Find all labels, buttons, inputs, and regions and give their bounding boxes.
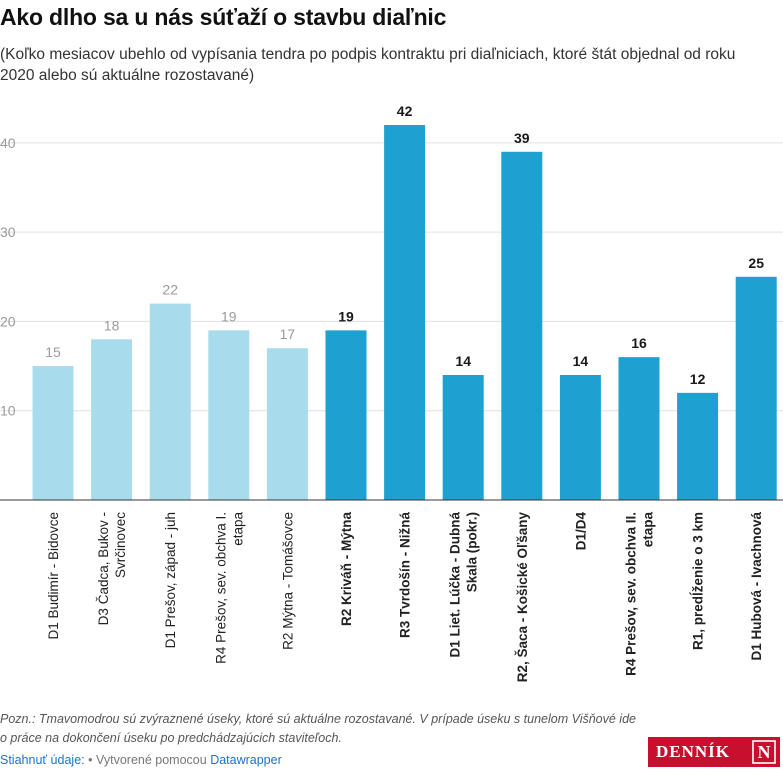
created-with-text: Vytvorené pomocou xyxy=(95,753,207,767)
y-tick-label: 30 xyxy=(0,224,16,240)
x-tick-label-line: R2 Mýtna - Tomášovce xyxy=(280,512,295,650)
bar xyxy=(735,276,777,500)
x-tick-label-line: etapa xyxy=(230,512,245,546)
value-label: 25 xyxy=(748,255,764,271)
x-tick-label-line: D3 Čadca, Bukov - xyxy=(96,512,111,625)
y-axis-ticks: 10 20 30 40 xyxy=(0,135,16,419)
x-tick-label-line: D1 Liet. Lúčka - Dubná xyxy=(448,512,463,658)
value-label: 16 xyxy=(631,335,647,351)
bar xyxy=(32,366,74,500)
x-tick-label: D1 Hubová - Ivachnová xyxy=(749,512,764,661)
value-labels: 15 18 22 19 17 19 42 14 39 14 16 12 25 xyxy=(45,103,764,387)
bar xyxy=(266,348,308,500)
x-tick-label-line: etapa xyxy=(641,512,656,548)
x-tick-label-line: D1 Prešov, západ - juh xyxy=(163,512,178,648)
bar xyxy=(501,151,543,501)
x-tick-label: R2 Mýtna - Tomášovce xyxy=(280,512,295,650)
x-tick-label-line: R4 Prešov, sev. obchva I. xyxy=(213,512,228,664)
x-tick-label-line: R1, predĺženie o 3 km xyxy=(691,512,706,650)
x-axis-labels: D1 Budimír - Bidovce D3 Čadca, Bukov - Svr… xyxy=(46,512,764,683)
x-tick-label: R2, Šaca - Košické Oľšany xyxy=(515,512,530,683)
logo-n-icon: N xyxy=(752,740,776,764)
footer-separator: • xyxy=(88,753,93,767)
x-tick-label-line: R2 Kriváň - Mýtna xyxy=(339,512,354,627)
x-tick-label: R1, predĺženie o 3 km xyxy=(691,512,706,650)
value-label: 15 xyxy=(45,344,61,360)
value-label: 18 xyxy=(104,317,120,333)
value-label: 17 xyxy=(280,326,296,342)
value-label: 14 xyxy=(455,353,471,369)
bar-chart: 10 20 30 40 15 18 22 19 17 19 42 14 39 14 16 12 25 D1 B… xyxy=(0,103,783,683)
bar xyxy=(442,375,484,500)
y-tick-label: 20 xyxy=(0,313,16,329)
value-label: 12 xyxy=(690,371,706,387)
value-label: 42 xyxy=(397,103,413,119)
chart-title: Ako dlho sa u nás súťaží o stavbu diaľni… xyxy=(0,4,447,30)
x-tick-label: D3 Čadca, Bukov - Svrčinovec xyxy=(96,512,128,626)
logo-text: DENNÍK xyxy=(656,742,731,761)
datawrapper-link[interactable]: Datawrapper xyxy=(210,753,282,767)
x-tick-label: R2 Kriváň - Mýtna xyxy=(339,512,354,627)
bar xyxy=(559,375,601,500)
value-label: 14 xyxy=(573,353,589,369)
download-data-link[interactable]: Stiahnuť údaje: xyxy=(0,753,85,767)
x-tick-label: D1 Budimír - Bidovce xyxy=(46,512,61,640)
bar xyxy=(618,357,660,500)
x-tick-label: R3 Tvrdošín - Nižná xyxy=(398,512,413,639)
x-tick-label: D1 Liet. Lúčka - Dubná Skala (pokr.) xyxy=(448,512,480,658)
value-label: 19 xyxy=(221,308,237,324)
svg-text:N: N xyxy=(758,742,771,762)
x-tick-label: R4 Prešov, sev. obchva II. etapa xyxy=(624,512,656,676)
chart-subtitle: (Koľko mesiacov ubehlo od vypísania tend… xyxy=(0,46,736,84)
bar xyxy=(384,125,426,500)
value-label: 22 xyxy=(162,282,178,298)
bar xyxy=(149,303,191,500)
x-tick-label-line: D1/D4 xyxy=(573,512,588,551)
x-tick-label-line: D1 Budimír - Bidovce xyxy=(46,512,61,640)
x-tick-label-line: D1 Hubová - Ivachnová xyxy=(749,512,764,661)
bars xyxy=(32,125,777,501)
value-label: 39 xyxy=(514,130,530,146)
bar xyxy=(325,330,367,500)
x-tick-label: D1/D4 xyxy=(573,512,588,551)
footer: Stiahnuť údaje: • Vytvorené pomocou Data… xyxy=(0,753,282,767)
bar xyxy=(208,330,250,500)
bar xyxy=(677,392,719,500)
x-tick-label-line: Skala (pokr.) xyxy=(465,512,480,592)
value-label: 19 xyxy=(338,308,354,324)
x-tick-label-line: R4 Prešov, sev. obchva II. xyxy=(624,512,639,676)
bar xyxy=(91,339,133,500)
x-tick-label-line: R3 Tvrdošín - Nižná xyxy=(398,512,413,639)
dennik-n-logo[interactable]: DENNÍK N xyxy=(648,737,780,767)
x-tick-label-line: R2, Šaca - Košické Oľšany xyxy=(515,512,530,683)
y-tick-label: 10 xyxy=(0,403,16,419)
x-tick-label: D1 Prešov, západ - juh xyxy=(163,512,178,648)
footnote: Pozn.: Tmavomodrou sú zvýraznené úseky, … xyxy=(0,712,636,745)
y-tick-label: 40 xyxy=(0,135,16,151)
x-tick-label-line: Svrčinovec xyxy=(113,512,128,578)
x-tick-label: R4 Prešov, sev. obchva I. etapa xyxy=(213,512,245,664)
